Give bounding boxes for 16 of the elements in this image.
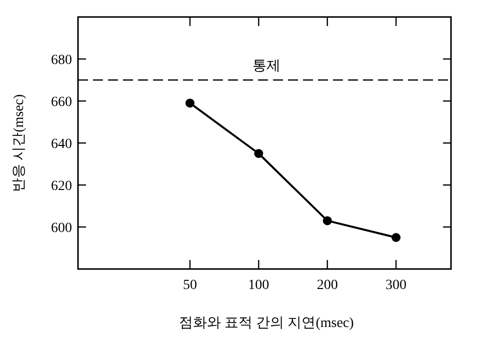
x-tick-label: 50 [182, 278, 197, 293]
x-tick-label: 200 [316, 278, 338, 293]
point [254, 149, 264, 158]
x-tick-label: 100 [248, 278, 270, 293]
y-tick-label: 660 [51, 95, 72, 110]
y-axis-title: 반응 시간(msec) [12, 94, 27, 192]
x-tick-label: 300 [386, 278, 407, 293]
point [392, 233, 401, 242]
y-tick-label: 620 [51, 179, 72, 194]
y-tick-label: 640 [51, 137, 72, 152]
ref-line-label: 통제 [252, 59, 280, 74]
y-tick-label: 600 [51, 221, 72, 236]
point [322, 216, 332, 226]
x-axis-title: 점화와 표적 간의 지연(msec) [179, 316, 354, 331]
y-tick-label: 680 [51, 53, 72, 68]
point [185, 98, 194, 108]
